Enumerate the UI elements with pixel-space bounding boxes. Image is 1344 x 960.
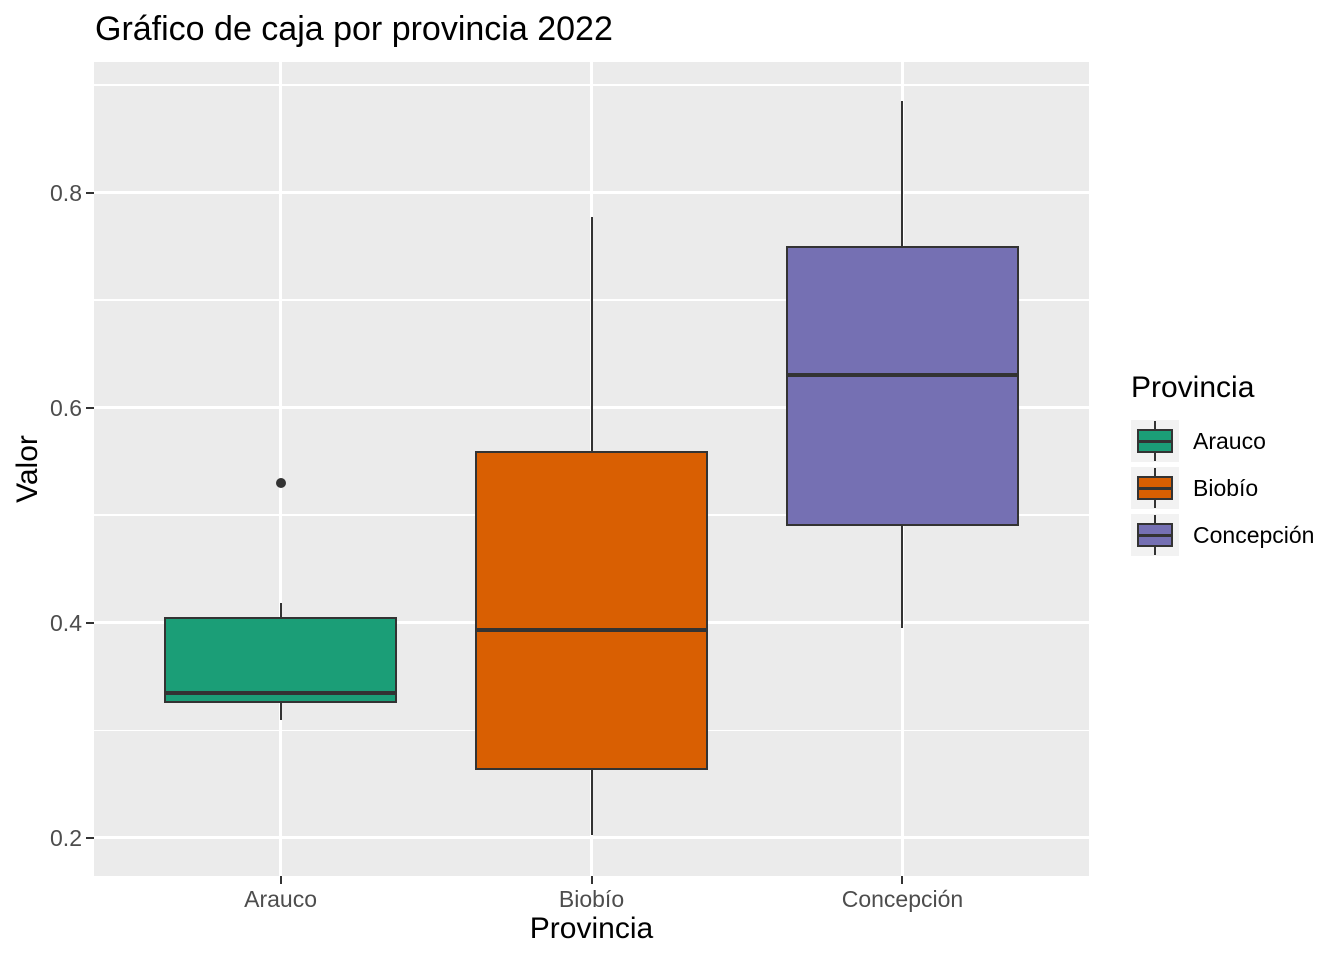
- x-tick-label: Biobío: [558, 886, 625, 912]
- legend-item: Arauco: [1131, 420, 1314, 462]
- whisker-upper-arauco: [279, 603, 282, 618]
- plot-panel: [94, 62, 1089, 876]
- legend-item: Biobío: [1131, 467, 1314, 509]
- key-whisker-bottom: [1154, 547, 1156, 555]
- box-biobio: [474, 450, 709, 771]
- legend-key-boxplot-icon: [1131, 420, 1179, 462]
- y-tick-mark: [86, 836, 94, 839]
- x-tick-mark: [901, 876, 904, 884]
- y-tick-mark: [86, 191, 94, 194]
- plot-title: Gráfico de caja por provincia 2022: [95, 10, 613, 48]
- y-tick-label: 0.2: [50, 824, 82, 851]
- legend-items: Arauco Biobío Concepción: [1131, 420, 1314, 556]
- y-axis-title: Valor: [11, 435, 44, 503]
- x-tick-label: Arauco: [244, 886, 317, 912]
- key-median: [1137, 440, 1173, 443]
- key-median: [1137, 534, 1173, 537]
- x-tick-label: Concepción: [841, 886, 964, 912]
- y-tick-label: 0.6: [50, 394, 82, 421]
- whisker-lower-concepcion: [901, 525, 904, 629]
- y-tick-label: 0.8: [50, 179, 82, 206]
- outlier-point-arauco: [275, 477, 286, 488]
- legend-key-boxplot-icon: [1131, 514, 1179, 556]
- median-line-arauco: [163, 690, 398, 695]
- key-whisker-top: [1154, 421, 1156, 429]
- key-whisker-bottom: [1154, 453, 1156, 461]
- box-concepcion: [785, 246, 1020, 526]
- x-tick-mark: [279, 876, 282, 884]
- key-median: [1137, 487, 1173, 490]
- key-whisker-top: [1154, 515, 1156, 523]
- y-tick-label: 0.4: [50, 609, 82, 636]
- median-line-biobio: [474, 628, 709, 633]
- legend-item: Concepción: [1131, 514, 1314, 556]
- legend-label: Arauco: [1193, 427, 1266, 454]
- box-arauco: [163, 617, 398, 704]
- whisker-upper-biobio: [590, 217, 593, 451]
- legend-label: Biobío: [1193, 474, 1259, 501]
- median-line-concepcion: [785, 373, 1020, 378]
- whisker-lower-arauco: [279, 703, 282, 720]
- x-axis-title: Provincia: [529, 912, 654, 945]
- legend: Provincia Arauco Biobío Concepción: [1131, 370, 1314, 556]
- whisker-upper-concepcion: [901, 101, 904, 247]
- key-whisker-bottom: [1154, 500, 1156, 508]
- key-whisker-top: [1154, 468, 1156, 476]
- legend-title: Provincia: [1131, 371, 1255, 404]
- whisker-lower-biobio: [590, 770, 593, 835]
- y-tick-mark: [86, 621, 94, 624]
- legend-label: Concepción: [1193, 521, 1315, 548]
- legend-key-boxplot-icon: [1131, 467, 1179, 509]
- x-tick-mark: [590, 876, 593, 884]
- major-gridline-vertical: [279, 62, 283, 876]
- y-tick-mark: [86, 406, 94, 409]
